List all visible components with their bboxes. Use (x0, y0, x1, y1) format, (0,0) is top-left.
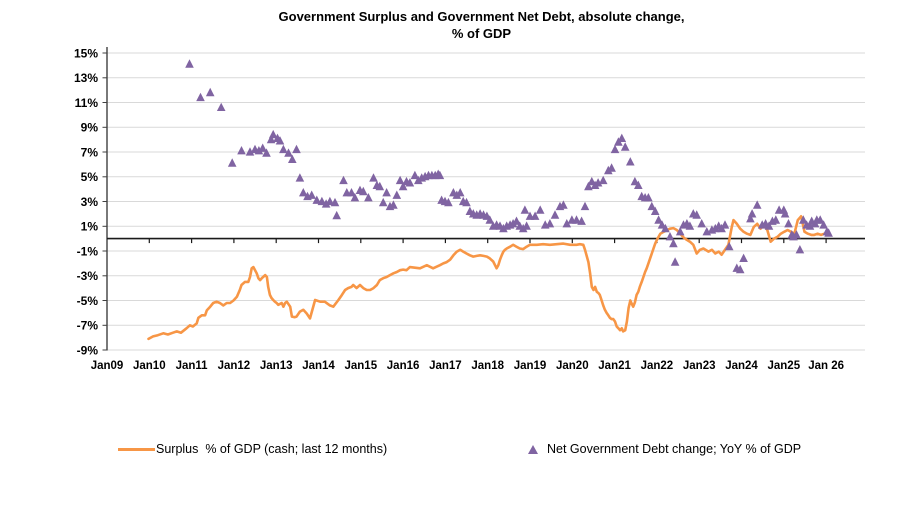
svg-text:Jan19: Jan19 (514, 360, 547, 372)
legend-label-surplus: Surplus % of GDP (cash; last 12 months) (156, 442, 388, 456)
legend-label-debt: Net Government Debt change; YoY % of GDP (547, 442, 802, 456)
svg-text:-7%: -7% (77, 319, 99, 333)
legend-item-surplus: Surplus % of GDP (cash; last 12 months) (118, 439, 387, 459)
svg-text:9%: 9% (81, 121, 99, 135)
chart-title-line1: Government Surplus and Government Net De… (278, 9, 685, 24)
svg-text:Jan21: Jan21 (598, 360, 631, 372)
svg-text:-1%: -1% (77, 244, 99, 258)
svg-text:Jan20: Jan20 (556, 360, 589, 372)
svg-text:11%: 11% (75, 96, 99, 110)
svg-text:Jan12: Jan12 (218, 360, 251, 372)
svg-text:Jan 26: Jan 26 (808, 360, 844, 372)
chart-legend: Surplus % of GDP (cash; last 12 months) … (0, 439, 923, 459)
svg-text:Jan10: Jan10 (133, 360, 166, 372)
debt-triangle-swatch (528, 444, 538, 454)
svg-text:Jan24: Jan24 (725, 360, 758, 372)
chart-canvas: 15% 13% 11% 9% 7% 5% 3% 1% -1% -3% -5% -7% -9% Jan09 J… (74, 46, 865, 372)
svg-text:Jan17: Jan17 (429, 360, 462, 372)
svg-text:Jan11: Jan11 (176, 360, 209, 372)
svg-text:-5%: -5% (77, 294, 99, 308)
svg-text:7%: 7% (81, 145, 99, 159)
svg-text:Jan25: Jan25 (767, 360, 800, 372)
svg-text:-3%: -3% (77, 269, 99, 283)
svg-text:Jan22: Jan22 (641, 360, 674, 372)
svg-text:13%: 13% (74, 71, 98, 85)
svg-text:15%: 15% (74, 46, 98, 60)
svg-text:3%: 3% (81, 195, 99, 209)
legend-item-debt: Net Government Debt change; YoY % of GDP (528, 439, 801, 459)
chart-title: Government Surplus and Government Net De… (40, 8, 923, 42)
svg-text:Jan18: Jan18 (471, 360, 504, 372)
svg-text:Jan15: Jan15 (344, 360, 377, 372)
svg-text:-9%: -9% (77, 343, 99, 357)
svg-text:Jan23: Jan23 (683, 360, 716, 372)
svg-text:Jan13: Jan13 (260, 360, 293, 372)
svg-text:Jan14: Jan14 (302, 360, 335, 372)
svg-text:1%: 1% (81, 220, 99, 234)
surplus-line-swatch (118, 447, 155, 451)
chart-title-line2: % of GDP (451, 26, 512, 41)
svg-text:Jan09: Jan09 (91, 360, 124, 372)
svg-text:Jan16: Jan16 (387, 360, 420, 372)
svg-text:5%: 5% (81, 170, 99, 184)
